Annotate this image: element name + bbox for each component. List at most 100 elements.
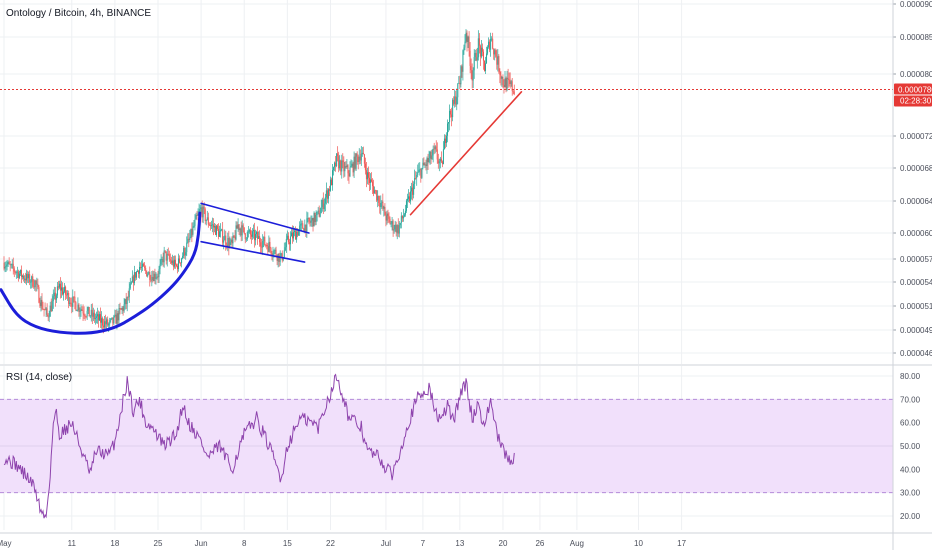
candle-body xyxy=(314,212,316,222)
candle-body xyxy=(53,292,55,297)
candle-body xyxy=(17,271,19,278)
candle-body xyxy=(88,307,90,317)
candle-body xyxy=(395,224,397,233)
drawing-cup[interactable] xyxy=(0,211,202,335)
drawings[interactable] xyxy=(0,89,893,335)
candle-body xyxy=(501,76,503,79)
candle-body xyxy=(464,41,466,48)
candle-body xyxy=(30,281,32,283)
candle-body xyxy=(434,146,436,150)
candle-body xyxy=(503,84,505,88)
candle-body xyxy=(412,187,414,195)
countdown-label: 02:28:30 xyxy=(900,97,932,106)
candle-body xyxy=(287,235,289,243)
candle-body xyxy=(91,309,93,317)
candle-body xyxy=(221,229,223,231)
x-tick-label: 26 xyxy=(535,539,544,548)
candle-body xyxy=(391,221,393,224)
candle-body xyxy=(317,210,319,212)
candle-body xyxy=(435,146,437,150)
candle-body xyxy=(227,238,229,247)
candle-body xyxy=(326,190,328,199)
candle-body xyxy=(24,278,26,280)
candle-body xyxy=(49,305,51,317)
candle-body xyxy=(130,282,132,284)
candle-body xyxy=(19,269,21,274)
candle-body xyxy=(465,32,467,42)
candle-body xyxy=(256,232,258,235)
candle-body xyxy=(84,315,86,317)
x-tick-label: 10 xyxy=(634,539,643,548)
drawing-channel-bottom[interactable] xyxy=(200,240,306,263)
candle-body xyxy=(423,162,425,166)
candle-body xyxy=(413,183,415,195)
candle-body xyxy=(144,266,146,268)
candle-body xyxy=(429,151,431,158)
candle-body xyxy=(64,286,66,292)
candle-body xyxy=(372,181,374,187)
candle-body xyxy=(305,224,307,232)
candle-body xyxy=(390,223,392,225)
candle-body xyxy=(385,215,387,221)
candle-body xyxy=(47,314,49,317)
candle-body xyxy=(377,195,379,201)
x-tick-label: 25 xyxy=(154,539,163,548)
candle-body xyxy=(318,210,320,217)
x-tick-label: 17 xyxy=(677,539,686,548)
candle-body xyxy=(415,177,417,179)
candle-body xyxy=(224,235,226,241)
candle-body xyxy=(459,82,461,85)
candle-body xyxy=(428,157,430,162)
candle-body xyxy=(134,272,136,278)
candle-body xyxy=(228,238,230,248)
candle-body xyxy=(242,225,244,228)
candle-body xyxy=(54,292,56,300)
candle-body xyxy=(284,247,286,251)
candle-body xyxy=(264,236,266,245)
candle-body xyxy=(60,287,62,291)
candle-body xyxy=(359,156,361,161)
rsi-y-tick-label: 80.00 xyxy=(900,372,921,381)
candle-body xyxy=(156,276,158,278)
candle-body xyxy=(125,299,127,305)
candle-body xyxy=(328,189,330,191)
candle-body xyxy=(460,66,462,85)
candle-body xyxy=(26,273,28,281)
candle-body xyxy=(420,169,422,178)
candle-body xyxy=(339,160,341,169)
drawing-channel-top[interactable] xyxy=(200,202,310,234)
x-tick-label: 11 xyxy=(68,539,77,548)
rsi-series xyxy=(3,373,515,519)
drawing-trendline[interactable] xyxy=(409,91,523,216)
candle-body xyxy=(33,286,35,288)
candle-body xyxy=(401,215,403,219)
candle-body xyxy=(508,78,510,81)
candle-body xyxy=(300,223,302,226)
candle-body xyxy=(23,275,25,279)
candle-body xyxy=(350,166,352,168)
candle-body xyxy=(31,276,33,282)
candle-body xyxy=(32,276,34,287)
x-tick-label: 15 xyxy=(283,539,292,548)
x-tick-label: 7 xyxy=(421,539,426,548)
candle-body xyxy=(100,314,102,323)
candle-body xyxy=(9,264,11,266)
candle-body xyxy=(241,225,243,236)
candle-body xyxy=(252,230,254,232)
candle-body xyxy=(470,65,472,71)
candle-body xyxy=(473,57,475,71)
candle-body xyxy=(399,222,401,226)
candle-body xyxy=(327,189,329,199)
candle-body xyxy=(362,152,364,155)
candle-body xyxy=(445,135,447,144)
candle-body xyxy=(211,224,213,226)
candle-body xyxy=(128,288,130,298)
candle-body xyxy=(245,238,247,240)
candle-body xyxy=(129,283,131,289)
candle-body xyxy=(340,160,342,172)
candle-body xyxy=(111,317,113,319)
